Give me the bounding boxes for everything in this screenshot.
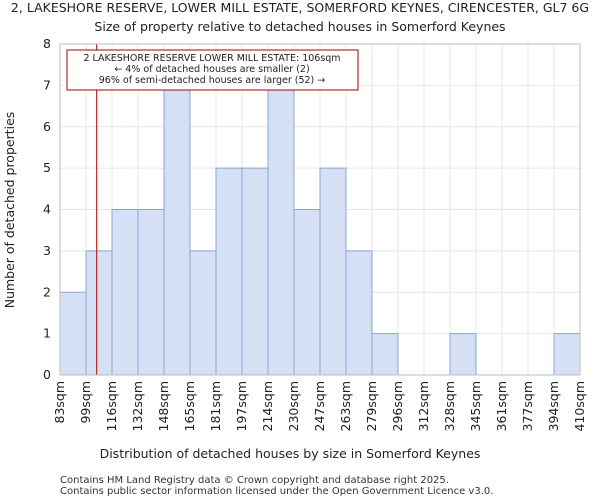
x-tick-label: 165sqm	[182, 381, 197, 431]
histogram-bar	[137, 209, 165, 376]
histogram-bar	[267, 84, 295, 376]
y-tick-label: 1	[43, 326, 51, 341]
x-tick-label: 345sqm	[468, 381, 483, 431]
y-tick-label: 8	[43, 36, 51, 51]
annotation-frame	[66, 49, 359, 91]
x-tick-label: 394sqm	[546, 381, 561, 431]
histogram-bar	[449, 333, 477, 376]
x-tick-label: 377sqm	[520, 381, 535, 431]
x-tick-label: 197sqm	[234, 381, 249, 431]
histogram-bar	[215, 167, 243, 376]
footer-line-2: Contains public sector information licen…	[60, 486, 493, 497]
x-axis-label: Distribution of detached houses by size …	[100, 446, 481, 461]
x-tick-label: 132sqm	[130, 381, 145, 431]
annotation-line-3: 96% of semi-detached houses are larger (…	[99, 75, 326, 86]
x-tick-labels: 83sqm 99sqm 116sqm 132sqm 148sqm 165sqm 181sqm…	[52, 381, 587, 431]
x-tick-label: 279sqm	[364, 381, 379, 431]
annotation-box: 2 LAKESHORE RESERVE LOWER MILL ESTATE: 1…	[66, 49, 359, 91]
annotation-line-2: ← 4% of detached houses are smaller (2)	[114, 64, 309, 75]
plot-frame	[59, 43, 581, 376]
x-tick-label: 247sqm	[312, 381, 327, 431]
histogram-bar	[293, 209, 321, 376]
y-tick-labels: 0 1 2 3 4 5 6 7 8	[43, 36, 51, 382]
y-tick-label: 3	[43, 243, 51, 258]
y-axis-label: Number of detached properties	[2, 112, 17, 309]
x-tick-label: 328sqm	[442, 381, 457, 431]
x-tick-label: 148sqm	[156, 381, 171, 431]
y-tick-label: 5	[43, 160, 51, 175]
histogram-bar	[345, 250, 373, 376]
x-tick-label: 230sqm	[286, 381, 301, 431]
y-tick-label: 4	[43, 202, 51, 217]
x-tick-label: 116sqm	[104, 381, 119, 431]
x-tick-label: 181sqm	[208, 381, 223, 431]
x-tick-label: 99sqm	[78, 381, 93, 424]
x-tick-label: 361sqm	[494, 381, 509, 431]
x-tick-label: 296sqm	[390, 381, 405, 431]
chart-subtitle: Size of property relative to detached ho…	[94, 19, 505, 34]
histogram-bar	[371, 333, 399, 376]
histogram-bar	[241, 167, 269, 376]
x-tick-label: 410sqm	[572, 381, 587, 431]
x-tick-label: 214sqm	[260, 381, 275, 431]
histogram-bar	[163, 84, 191, 376]
y-tick-label: 6	[43, 119, 51, 134]
bars	[59, 84, 581, 376]
histogram-bar	[319, 167, 347, 376]
histogram-bar	[111, 209, 139, 376]
footer-line-1: Contains HM Land Registry data © Crown c…	[60, 475, 449, 486]
histogram-bar	[59, 291, 87, 376]
chart-title: 2, LAKESHORE RESERVE, LOWER MILL ESTATE,…	[11, 0, 589, 15]
y-tick-label: 7	[43, 77, 51, 92]
x-tick-label: 263sqm	[338, 381, 353, 431]
y-tick-label: 2	[43, 284, 51, 299]
histogram-bar	[553, 333, 581, 376]
annotation-line-1: 2 LAKESHORE RESERVE LOWER MILL ESTATE: 1…	[83, 53, 340, 64]
histogram-bar	[189, 250, 217, 376]
x-tick-label: 83sqm	[52, 381, 67, 424]
y-tick-label: 0	[43, 367, 51, 382]
histogram-bar	[85, 250, 113, 376]
x-tick-label: 312sqm	[416, 381, 431, 431]
